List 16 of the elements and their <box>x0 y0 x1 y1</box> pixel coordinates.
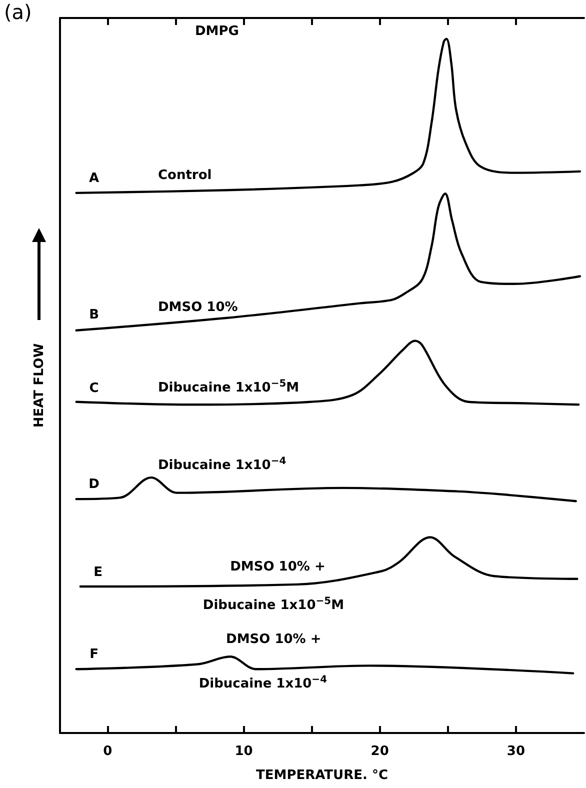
x-tick-label: 10 <box>234 744 253 759</box>
chart-title: DMPG <box>195 24 239 39</box>
series-label: Control <box>158 168 212 183</box>
x-tick-label: 30 <box>506 744 525 759</box>
annotation: B <box>89 307 99 322</box>
annotation: E <box>94 564 103 580</box>
annotation: A <box>88 171 100 186</box>
x-tick-label: 20 <box>370 744 389 759</box>
x-axis-title: TEMPERATURE. °C <box>256 768 388 783</box>
y-axis-title: HEAT FLOW <box>32 343 47 428</box>
x-tick-label: 0 <box>103 744 112 759</box>
annotation: F <box>90 646 98 662</box>
series-label: DMSO 10% <box>158 300 238 316</box>
text: (a) <box>4 0 32 24</box>
annotation: C <box>89 380 99 396</box>
annotation: D <box>88 477 100 492</box>
